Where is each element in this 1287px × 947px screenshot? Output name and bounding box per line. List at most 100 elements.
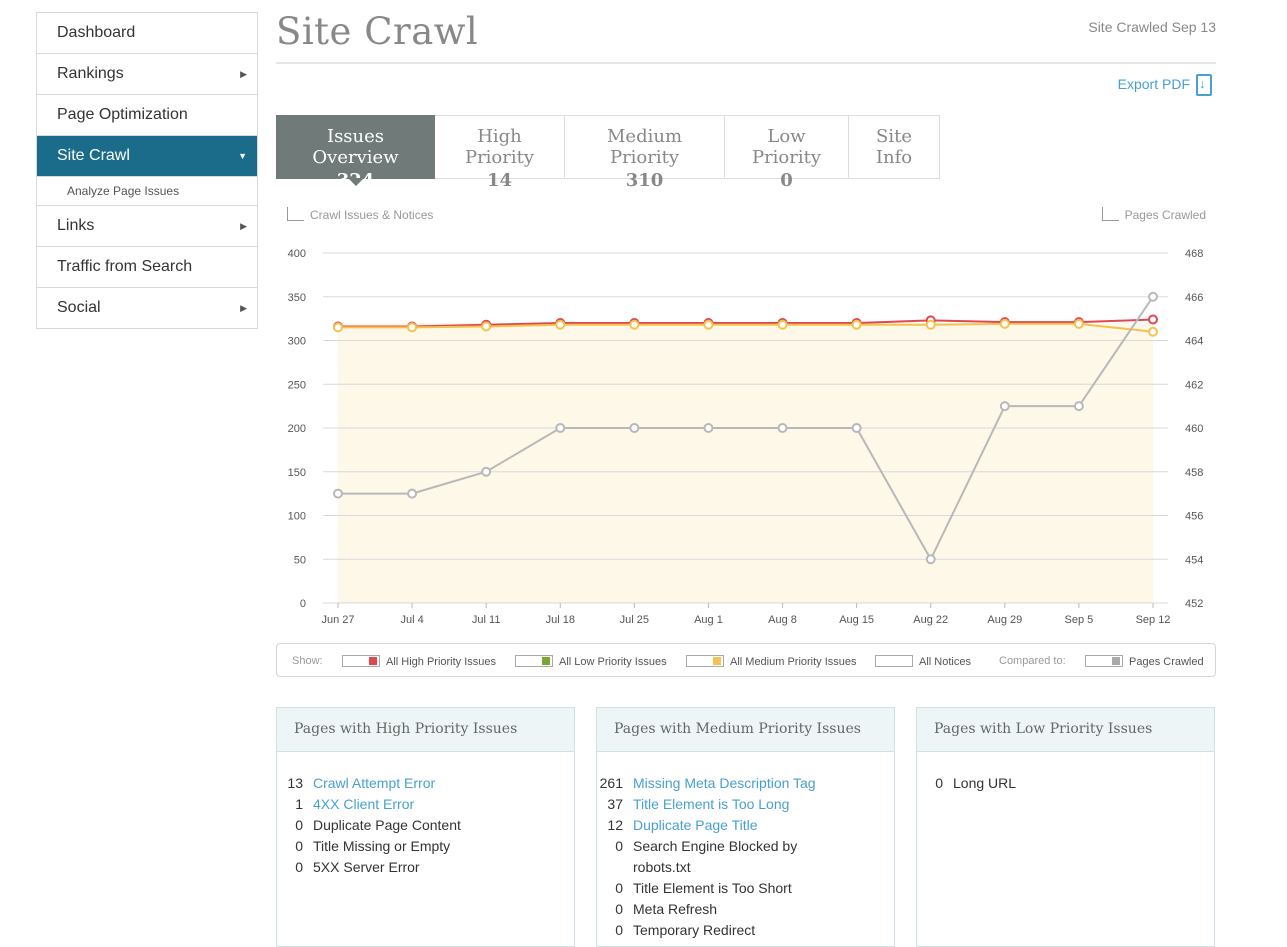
issue-count: 0 — [615, 922, 623, 938]
sidebar-item-dashboard[interactable]: Dashboard — [37, 13, 257, 54]
chevron-right-icon: ▶ — [240, 303, 247, 313]
legend-toggle-high[interactable]: All High Priority Issues — [342, 655, 496, 668]
data-point — [1148, 314, 1158, 325]
list-item[interactable]: 1 4XX Client Error — [277, 794, 574, 815]
x-tick-label: Jul 18 — [546, 614, 575, 626]
y-right-tick-label: 468 — [1185, 248, 1203, 260]
issue-link[interactable]: Duplicate Page Title — [633, 817, 758, 833]
list-item[interactable]: 37 Title Element is Too Long — [597, 794, 894, 815]
issue-link[interactable]: Crawl Attempt Error — [313, 775, 436, 791]
sidebar-item-site-crawl[interactable]: Site Crawl ▼ — [37, 136, 257, 177]
sidebar-subitem-analyze-page-issues[interactable]: Analyze Page Issues — [37, 177, 257, 206]
issue-count: 0 — [615, 838, 623, 854]
legend-toggle-low[interactable]: All Low Priority Issues — [515, 655, 667, 668]
tab-label: Site Info — [875, 126, 913, 168]
x-tick-label: Jul 11 — [472, 614, 501, 626]
x-tick-label: Aug 22 — [913, 614, 948, 626]
sidebar-item-label: Social — [57, 299, 101, 316]
issue-count: 0 — [615, 901, 623, 917]
chart-legend: Show: All High Priority Issues All Low P… — [276, 643, 1216, 677]
tab-low-priority[interactable]: Low Priority 0 — [725, 115, 849, 191]
toggle-switch — [686, 655, 724, 667]
sidebar-item-links[interactable]: Links ▶ — [37, 206, 257, 247]
sidebar-item-rankings[interactable]: Rankings ▶ — [37, 54, 257, 95]
list-item[interactable]: 12 Duplicate Page Title — [597, 815, 894, 836]
legend-swatch — [542, 657, 550, 665]
y-right-tick-label: 460 — [1185, 423, 1203, 435]
toggle-switch — [515, 655, 553, 667]
issue-label: Title Element is Too Short — [633, 880, 792, 896]
issue-list: 0 Long URL — [917, 752, 1214, 794]
legend-toggle-notices[interactable]: All Notices — [875, 655, 971, 668]
data-point — [333, 488, 343, 499]
data-point — [629, 319, 640, 330]
x-tick-label: Jul 4 — [400, 614, 423, 626]
data-point — [851, 423, 862, 433]
sidebar-item-label: Links — [57, 217, 95, 234]
tab-site-info[interactable]: Site Info — [849, 115, 940, 179]
sidebar-item-social[interactable]: Social ▶ — [37, 288, 257, 329]
legend-toggle-medium[interactable]: All Medium Priority Issues — [686, 655, 857, 668]
chevron-right-icon: ▶ — [240, 221, 247, 231]
sidebar-item-page-optimization[interactable]: Page Optimization — [37, 95, 257, 136]
series-line — [338, 296, 1154, 562]
tab-label: Low Priority — [751, 126, 822, 168]
chart-left-label: Crawl Issues & Notices — [287, 207, 433, 222]
sidebar-item-label: Dashboard — [57, 24, 136, 41]
issue-label: Meta Refresh — [633, 901, 718, 917]
legend-toggle-pages-crawled[interactable]: Pages Crawled — [1085, 655, 1204, 668]
toggle-switch — [875, 655, 913, 667]
panel-title: Pages with High Priority Issues — [277, 708, 574, 752]
data-point — [703, 423, 714, 433]
y-right-tick-label: 456 — [1185, 511, 1203, 523]
legend-swatch — [1112, 657, 1120, 665]
y-left-tick-label: 400 — [288, 248, 306, 260]
crawl-issues-chart: 0 50 100 150 200 250 300 350 400 452 454 456 458 460 4… — [288, 248, 1204, 626]
series-line — [338, 318, 1154, 328]
y-right-tick-label: 454 — [1185, 554, 1203, 566]
tab-medium-priority[interactable]: Medium Priority 310 — [565, 115, 725, 191]
chart-right-label-text: Pages Crawled — [1124, 208, 1206, 222]
issue-label: Temporary Redirect — [633, 922, 756, 938]
list-item: 0 5XX Server Error — [277, 857, 574, 878]
tab-label: Issues Overview — [312, 126, 399, 168]
tab-label: Medium Priority — [606, 126, 683, 168]
data-point — [407, 488, 418, 499]
x-tick-label: Jun 27 — [321, 614, 354, 626]
issue-count: 0 — [295, 859, 303, 875]
issue-list: 13 Crawl Attempt Error 1 4XX Client Error … — [277, 752, 574, 878]
issue-link[interactable]: Title Element is Too Long — [633, 796, 790, 812]
export-pdf-link[interactable]: Export PDF — [1117, 74, 1212, 97]
sidebar-item-label: Page Optimization — [57, 106, 188, 123]
tab-count: 0 — [780, 170, 793, 191]
tab-label: High Priority — [464, 126, 535, 168]
y-left-tick-label: 350 — [288, 292, 306, 304]
x-tick-label: Aug 1 — [694, 614, 723, 626]
issue-label: Duplicate Page Content — [313, 817, 461, 833]
export-pdf-label: Export PDF — [1117, 76, 1190, 92]
tab-issues-overview[interactable]: Issues Overview 324 — [276, 115, 435, 191]
sidebar-item-label: Traffic from Search — [57, 258, 193, 275]
list-item[interactable]: 261 Missing Meta Description Tag — [597, 773, 894, 794]
page-title: Site Crawl — [276, 10, 479, 53]
x-tick-label: Aug 29 — [987, 614, 1022, 626]
tab-high-priority[interactable]: High Priority 14 — [435, 115, 565, 191]
issue-list: 261 Missing Meta Description Tag 37 Title … — [597, 752, 894, 941]
issue-link[interactable]: Missing Meta Description Tag — [633, 775, 816, 791]
list-item[interactable]: 13 Crawl Attempt Error — [277, 773, 574, 794]
low-priority-panel: Pages with Low Priority Issues 0 Long URL — [916, 707, 1215, 947]
high-priority-panel: Pages with High Priority Issues 13 Crawl … — [276, 707, 575, 947]
data-point — [407, 322, 418, 333]
crawl-date: Site Crawled Sep 13 — [1088, 19, 1216, 35]
list-item: 0 Duplicate Page Content — [277, 815, 574, 836]
issue-count: 12 — [607, 817, 623, 833]
data-point — [629, 423, 640, 433]
sidebar-item-traffic-from-search[interactable]: Traffic from Search — [37, 247, 257, 288]
sidebar: Dashboard Rankings ▶ Page Optimization S… — [36, 12, 258, 329]
legend-label: Pages Crawled — [1129, 656, 1204, 668]
y-right-tick-label: 466 — [1185, 292, 1203, 304]
x-tick-label: Aug 8 — [768, 614, 797, 626]
data-point — [1073, 318, 1084, 329]
issue-link[interactable]: 4XX Client Error — [313, 796, 415, 812]
data-point — [1148, 326, 1158, 337]
